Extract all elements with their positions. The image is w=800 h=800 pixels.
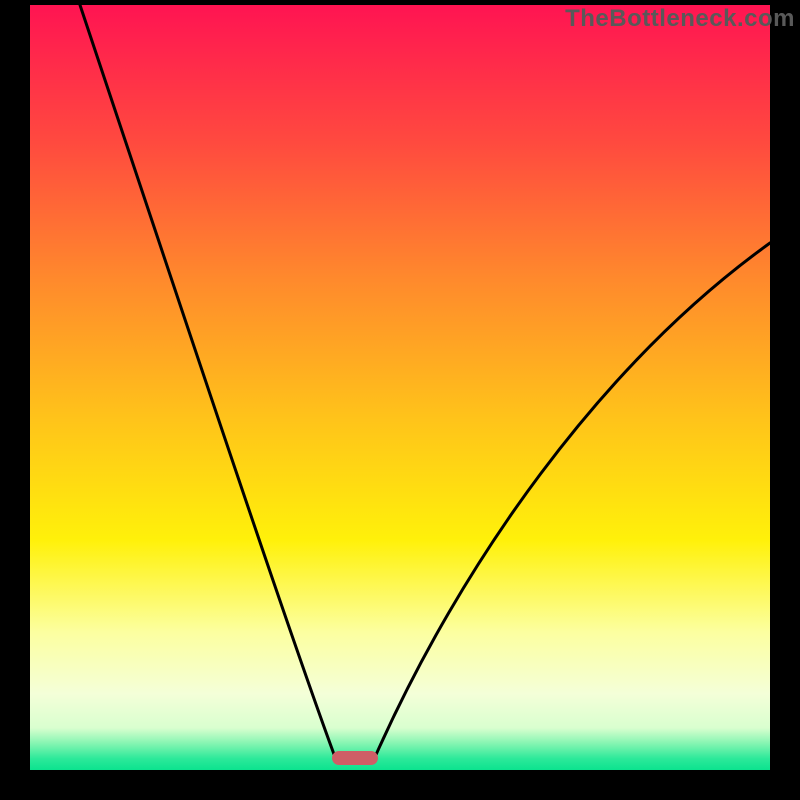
outer-frame: TheBottleneck.com	[0, 0, 800, 800]
optimum-marker	[332, 751, 378, 765]
bottleneck-curve	[30, 5, 770, 770]
plot-area	[30, 5, 770, 770]
watermark-text: TheBottleneck.com	[565, 5, 795, 33]
